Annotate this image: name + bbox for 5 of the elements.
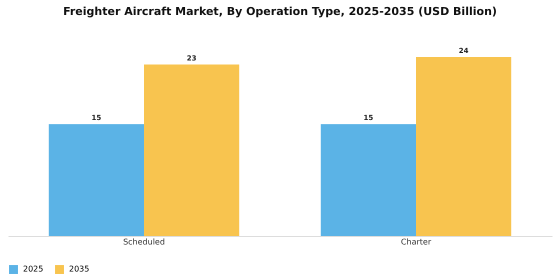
chart-title: Freighter Aircraft Market, By Operation Type, 2025-2035 (USD Billion) — [63, 5, 497, 18]
x-tick-label: Scheduled — [123, 238, 165, 246]
legend-label: 2025 — [23, 264, 44, 274]
legend-label: 2035 — [69, 264, 90, 274]
x-tick-label: Charter — [400, 238, 432, 246]
